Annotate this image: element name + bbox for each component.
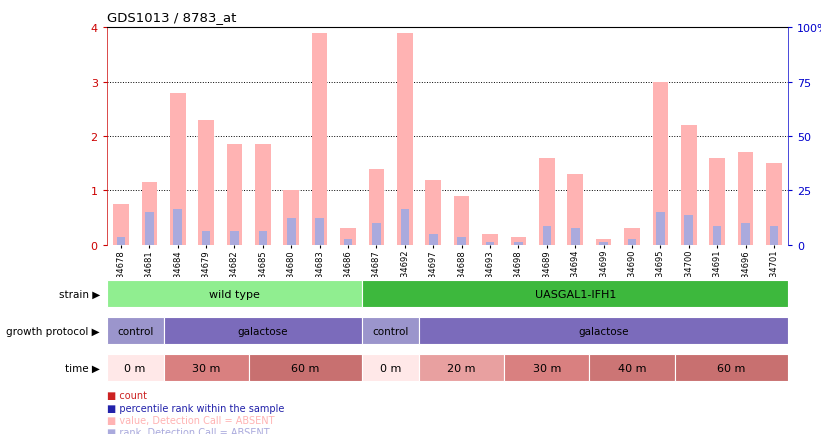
Bar xyxy=(397,33,413,245)
Text: 0 m: 0 m xyxy=(125,363,146,373)
Bar xyxy=(369,169,384,245)
Bar xyxy=(202,232,210,245)
Text: UASGAL1-IFH1: UASGAL1-IFH1 xyxy=(534,289,616,299)
Bar xyxy=(255,145,271,245)
Bar xyxy=(117,237,126,245)
Bar xyxy=(741,224,750,245)
Bar xyxy=(766,164,782,245)
Bar xyxy=(113,204,129,245)
Bar xyxy=(511,237,526,245)
Bar xyxy=(340,229,355,245)
Bar xyxy=(543,226,551,245)
Text: wild type: wild type xyxy=(209,289,260,299)
Bar xyxy=(709,158,725,245)
Bar xyxy=(738,153,754,245)
Text: ■ rank, Detection Call = ABSENT: ■ rank, Detection Call = ABSENT xyxy=(107,427,269,434)
Bar xyxy=(675,354,788,381)
Bar xyxy=(287,218,296,245)
Text: strain ▶: strain ▶ xyxy=(58,289,100,299)
Text: growth protocol ▶: growth protocol ▶ xyxy=(7,326,100,336)
Bar xyxy=(482,234,498,245)
Bar xyxy=(315,218,324,245)
Bar xyxy=(539,158,555,245)
Bar xyxy=(419,317,788,345)
Bar xyxy=(624,229,640,245)
Text: 60 m: 60 m xyxy=(291,363,319,373)
Bar xyxy=(486,243,494,245)
Bar xyxy=(312,33,328,245)
Bar xyxy=(457,237,466,245)
Bar xyxy=(283,191,299,245)
Bar xyxy=(362,354,419,381)
Bar xyxy=(628,240,636,245)
Bar xyxy=(362,280,788,308)
Bar xyxy=(504,354,589,381)
Bar xyxy=(425,180,441,245)
Bar xyxy=(567,174,583,245)
Text: 40 m: 40 m xyxy=(617,363,646,373)
Bar xyxy=(769,226,778,245)
Bar xyxy=(230,232,239,245)
Text: 0 m: 0 m xyxy=(380,363,401,373)
Bar xyxy=(599,243,608,245)
Text: ■ count: ■ count xyxy=(107,391,147,401)
Bar xyxy=(401,210,409,245)
Bar xyxy=(596,240,612,245)
Text: 20 m: 20 m xyxy=(447,363,476,373)
Bar xyxy=(419,354,504,381)
Bar xyxy=(107,280,362,308)
Bar xyxy=(163,317,362,345)
Bar xyxy=(259,232,267,245)
Bar xyxy=(571,229,580,245)
Bar xyxy=(713,226,722,245)
Bar xyxy=(145,213,154,245)
Bar xyxy=(227,145,242,245)
Text: GDS1013 / 8783_at: GDS1013 / 8783_at xyxy=(107,11,236,24)
Text: galactose: galactose xyxy=(578,326,629,336)
Text: 30 m: 30 m xyxy=(533,363,561,373)
Bar xyxy=(681,126,696,245)
Bar xyxy=(454,196,470,245)
Bar xyxy=(372,224,381,245)
Text: control: control xyxy=(373,326,409,336)
Bar xyxy=(163,354,249,381)
Bar xyxy=(344,240,352,245)
Bar xyxy=(362,317,419,345)
Bar xyxy=(653,82,668,245)
Bar xyxy=(514,243,523,245)
Text: ■ value, Detection Call = ABSENT: ■ value, Detection Call = ABSENT xyxy=(107,415,274,425)
Bar xyxy=(173,210,182,245)
Bar xyxy=(249,354,362,381)
Bar xyxy=(589,354,675,381)
Bar xyxy=(107,354,163,381)
Bar xyxy=(170,93,186,245)
Text: time ▶: time ▶ xyxy=(65,363,100,373)
Bar xyxy=(685,215,693,245)
Text: ■ percentile rank within the sample: ■ percentile rank within the sample xyxy=(107,403,284,413)
Text: galactose: galactose xyxy=(237,326,288,336)
Bar xyxy=(656,213,665,245)
Text: 60 m: 60 m xyxy=(718,363,745,373)
Text: control: control xyxy=(117,326,154,336)
Text: 30 m: 30 m xyxy=(192,363,220,373)
Bar xyxy=(199,120,214,245)
Bar xyxy=(141,183,157,245)
Bar xyxy=(107,317,163,345)
Bar xyxy=(429,234,438,245)
